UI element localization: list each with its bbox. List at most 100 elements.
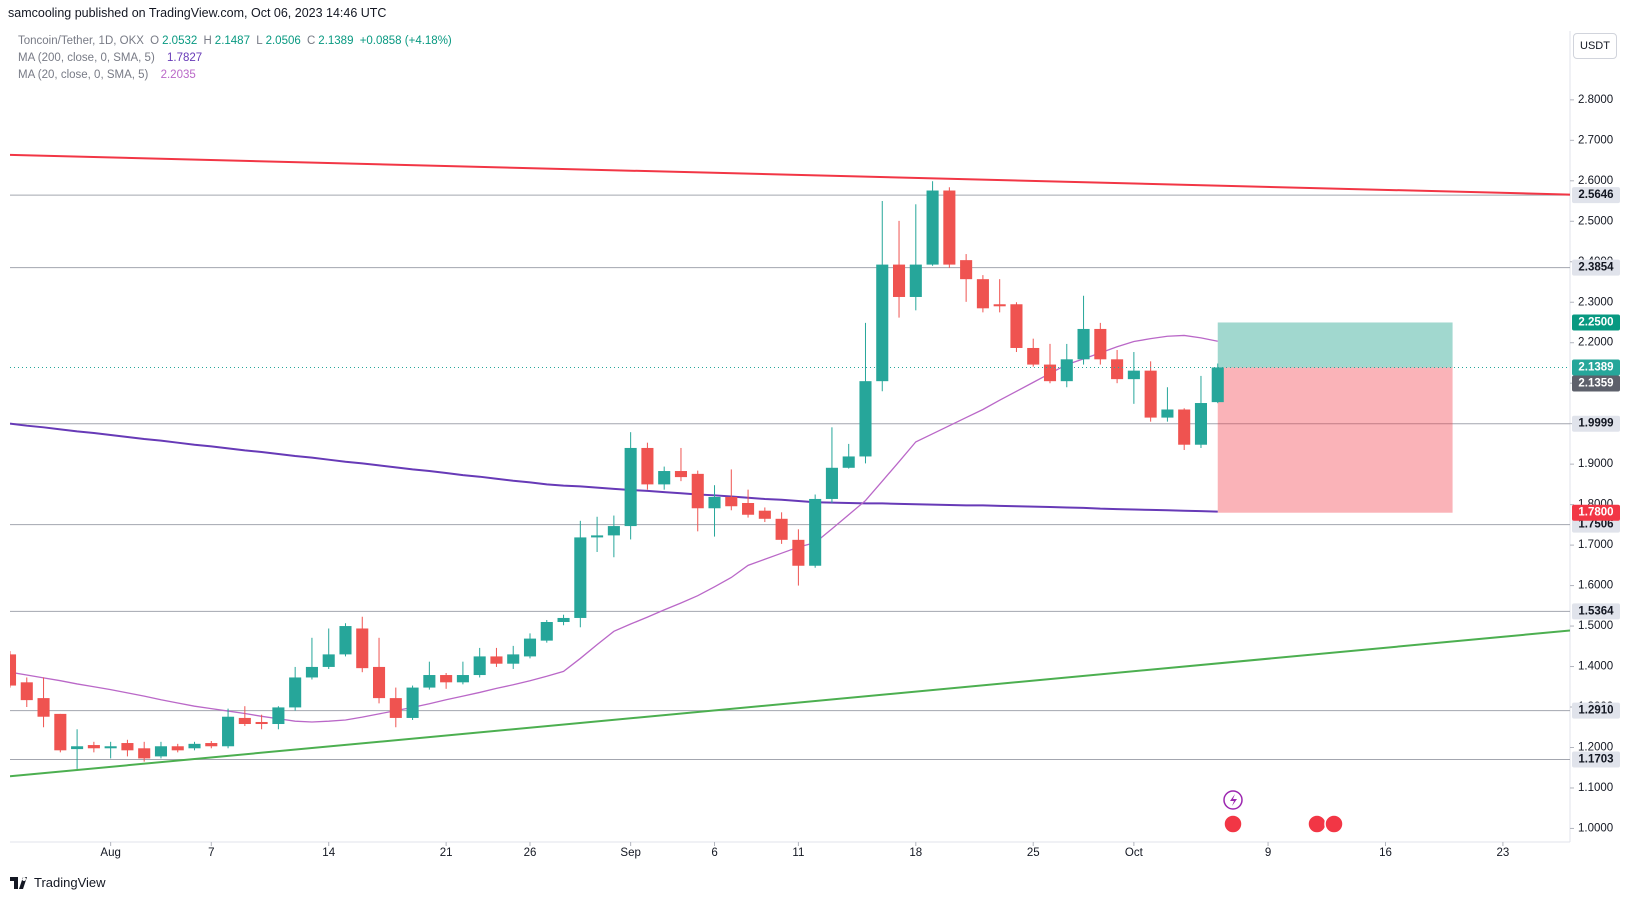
x-tick-label: Sep bbox=[620, 847, 640, 859]
price-label: 2.3854 bbox=[1578, 262, 1614, 274]
candle-body bbox=[1027, 347, 1040, 365]
y-tick-label: 2.2000 bbox=[1578, 337, 1613, 349]
y-tick-label: 1.5000 bbox=[1578, 620, 1613, 632]
candle-body bbox=[473, 656, 486, 676]
candle-body bbox=[876, 264, 889, 382]
price-label-box bbox=[1572, 187, 1620, 204]
candle-body bbox=[1161, 409, 1174, 418]
candle-body bbox=[440, 675, 453, 683]
candle-body bbox=[1094, 328, 1107, 360]
candle-body bbox=[775, 518, 788, 540]
trendline bbox=[10, 629, 1570, 778]
candle-body bbox=[1060, 359, 1073, 382]
candle-body bbox=[272, 707, 285, 725]
x-tick-label: 6 bbox=[711, 847, 717, 859]
candle-body bbox=[1127, 370, 1140, 380]
ma-legend: MA (200, close, 0, SMA, 5) 1.7827 bbox=[18, 52, 205, 64]
plot-area bbox=[10, 153, 1570, 778]
candle-body bbox=[809, 498, 822, 566]
candle-body bbox=[658, 471, 671, 485]
price-label: 1.1703 bbox=[1578, 754, 1613, 766]
candle-body bbox=[842, 456, 855, 468]
x-tick-label: 14 bbox=[322, 847, 335, 859]
event-icon[interactable] bbox=[1223, 814, 1243, 834]
candle-body bbox=[255, 721, 268, 725]
candle-body bbox=[1077, 328, 1090, 360]
candle-body bbox=[222, 716, 235, 747]
symbol-legend: Toncoin/Tether, 1D, OKX O 2.0532 H 2.1487 … bbox=[18, 35, 455, 47]
candle-body bbox=[976, 279, 989, 309]
candle-body bbox=[138, 748, 151, 759]
y-tick-label: 2.3000 bbox=[1578, 296, 1613, 308]
candle-body bbox=[591, 535, 604, 538]
price-label-box bbox=[1572, 603, 1620, 620]
ohlc-label: O bbox=[150, 35, 160, 47]
brand: TradingView bbox=[34, 875, 106, 890]
candle-body bbox=[792, 539, 805, 566]
candle-body bbox=[1211, 367, 1224, 403]
position-profit bbox=[1217, 322, 1453, 368]
candle-body bbox=[892, 264, 906, 297]
ma-name: MA (20, close, 0, SMA, 5) bbox=[18, 69, 149, 81]
price-label: 2.1389 bbox=[1578, 361, 1613, 373]
price-label: 1.2910 bbox=[1578, 705, 1613, 717]
candle-body bbox=[238, 717, 251, 725]
candle-body bbox=[389, 698, 402, 718]
footer: TradingView bbox=[10, 875, 106, 890]
price-label: 1.5364 bbox=[1578, 605, 1614, 617]
candle-body bbox=[1111, 359, 1124, 380]
candle-body bbox=[523, 638, 537, 657]
candle-body bbox=[87, 745, 100, 749]
x-tick-label: 23 bbox=[1497, 847, 1510, 859]
y-tick-label: 1.1000 bbox=[1578, 782, 1613, 794]
price-label: 1.7506 bbox=[1578, 519, 1613, 531]
price-label-box bbox=[1572, 504, 1620, 521]
candle-body bbox=[1178, 409, 1191, 445]
price-label: 2.5646 bbox=[1578, 189, 1613, 201]
price-label: 2.1359 bbox=[1578, 377, 1613, 389]
change: +0.0858 (+4.18%) bbox=[359, 35, 452, 47]
currency-button[interactable]: USDT bbox=[1573, 33, 1617, 59]
ohlc-value: 2.0532 bbox=[162, 35, 198, 47]
x-tick-label: Oct bbox=[1125, 847, 1144, 859]
candle-body bbox=[926, 190, 939, 265]
event-icon[interactable] bbox=[1307, 814, 1327, 834]
price-label-box bbox=[1572, 702, 1620, 719]
candle-body bbox=[691, 473, 704, 509]
y-tick-label: 1.2000 bbox=[1578, 742, 1613, 754]
ma-legend: MA (20, close, 0, SMA, 5) 2.2035 bbox=[18, 69, 199, 81]
candle-body bbox=[825, 467, 838, 499]
x-tick-label: Aug bbox=[100, 847, 120, 859]
candle-body bbox=[708, 496, 721, 509]
y-tick-label: 2.6000 bbox=[1578, 175, 1613, 187]
candle-body bbox=[641, 447, 654, 485]
price-label-box bbox=[1572, 751, 1620, 768]
candle-body bbox=[121, 743, 134, 751]
candle-body bbox=[742, 503, 755, 515]
candle-body bbox=[188, 743, 201, 749]
ohlc-label: L bbox=[256, 35, 263, 47]
event-icon[interactable] bbox=[1324, 814, 1344, 834]
logo bbox=[10, 876, 27, 889]
candle-body bbox=[1194, 403, 1208, 445]
candle-body bbox=[71, 746, 84, 750]
candle-body bbox=[356, 628, 369, 669]
x-tick-label: 9 bbox=[1265, 847, 1271, 859]
y-tick-label: 1.9000 bbox=[1578, 458, 1613, 470]
ohlc-value: 2.0506 bbox=[265, 35, 301, 47]
ohlc-value: 2.1389 bbox=[318, 35, 354, 47]
candle-body bbox=[758, 510, 771, 519]
candle-body bbox=[909, 264, 922, 297]
candle-body bbox=[339, 626, 352, 655]
y-tick-label: 1.4000 bbox=[1578, 661, 1613, 673]
y-tick-label: 1.7000 bbox=[1578, 539, 1613, 551]
candle-body bbox=[507, 654, 520, 664]
price-label-box bbox=[1572, 314, 1620, 331]
position-loss bbox=[1217, 367, 1453, 513]
candle-body bbox=[1010, 304, 1023, 348]
x-tick-label: 16 bbox=[1379, 847, 1392, 859]
candle-body bbox=[557, 617, 570, 623]
candle-body bbox=[490, 656, 503, 664]
candle-body bbox=[540, 622, 553, 641]
